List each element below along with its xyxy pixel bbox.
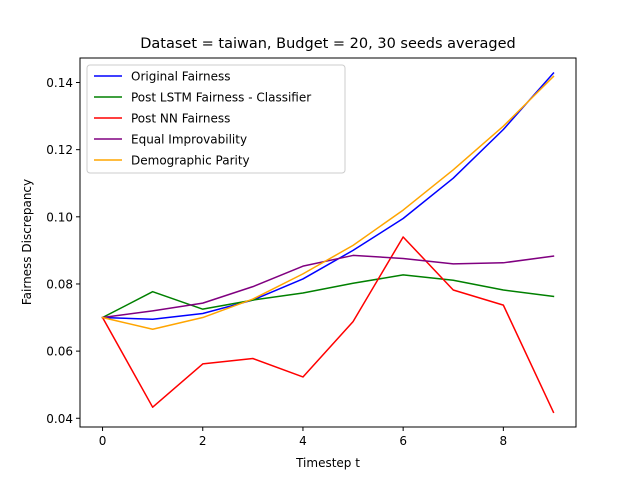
y-axis: 0.04 0.06 0.08 0.10 0.12 0.14 — [46, 76, 80, 426]
legend-label-3: Equal Improvability — [131, 133, 247, 147]
legend-label-4: Demographic Parity — [131, 154, 250, 168]
x-tick-label: 2 — [199, 434, 207, 448]
plot-area — [101, 72, 555, 414]
y-tick-label: 0.04 — [46, 412, 73, 426]
legend: Original Fairness Post LSTM Fairness - Cl… — [86, 64, 346, 174]
x-tick-label: 6 — [399, 434, 407, 448]
y-tick-label: 0.08 — [46, 277, 73, 291]
legend-box — [86, 64, 346, 174]
x-tick-label: 4 — [299, 434, 307, 448]
y-tick-label: 0.06 — [46, 345, 73, 359]
x-axis: 0 2 4 6 8 — [99, 427, 507, 448]
legend-label-0: Original Fairness — [131, 70, 230, 84]
x-axis-label: Timestep t — [295, 456, 360, 470]
y-tick-label: 0.14 — [46, 76, 73, 90]
y-tick-label: 0.12 — [46, 143, 73, 157]
x-tick-label: 8 — [500, 434, 508, 448]
legend-label-1: Post LSTM Fairness - Classifier — [131, 91, 311, 105]
series-line-2 — [101, 236, 555, 414]
y-tick-label: 0.10 — [46, 210, 73, 224]
series-line-3 — [101, 254, 555, 319]
series-line-4 — [101, 75, 555, 331]
series-line-0 — [101, 72, 555, 320]
x-tick-label: 0 — [99, 434, 107, 448]
series-line-1 — [101, 274, 555, 319]
chart-title: Dataset = taiwan, Budget = 20, 30 seeds … — [140, 36, 515, 52]
plot-frame — [79, 57, 577, 428]
legend-label-2: Post NN Fairness — [131, 112, 230, 126]
y-axis-label: Fairness Discrepancy — [20, 179, 34, 305]
